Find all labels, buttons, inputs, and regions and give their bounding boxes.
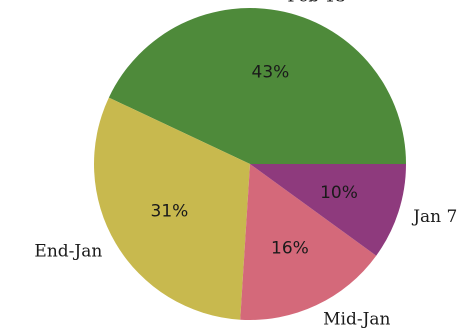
pie-slices (94, 8, 407, 320)
pie-slice-mid-jan (240, 164, 377, 320)
percent-label-mid-jan: 16% (271, 239, 309, 259)
category-labels: Feb 13 End-Jan Mid-Jan Jan 7 (34, 0, 457, 329)
category-label-end-jan: End-Jan (34, 241, 102, 261)
percent-label-feb-13: 43% (252, 63, 290, 83)
category-label-mid-jan: Mid-Jan (323, 309, 390, 329)
category-label-jan-7: Jan 7 (411, 207, 457, 227)
pie-slice-end-jan (94, 97, 250, 320)
pie-slice-jan-7 (250, 164, 407, 256)
category-label-feb-13: Feb 13 (287, 0, 346, 7)
percent-label-end-jan: 31% (151, 202, 189, 222)
percent-label-jan-7: 10% (320, 183, 358, 203)
percent-labels: 43% 31% 16% 10% (151, 63, 358, 259)
pie-slice-feb-13 (108, 8, 406, 165)
